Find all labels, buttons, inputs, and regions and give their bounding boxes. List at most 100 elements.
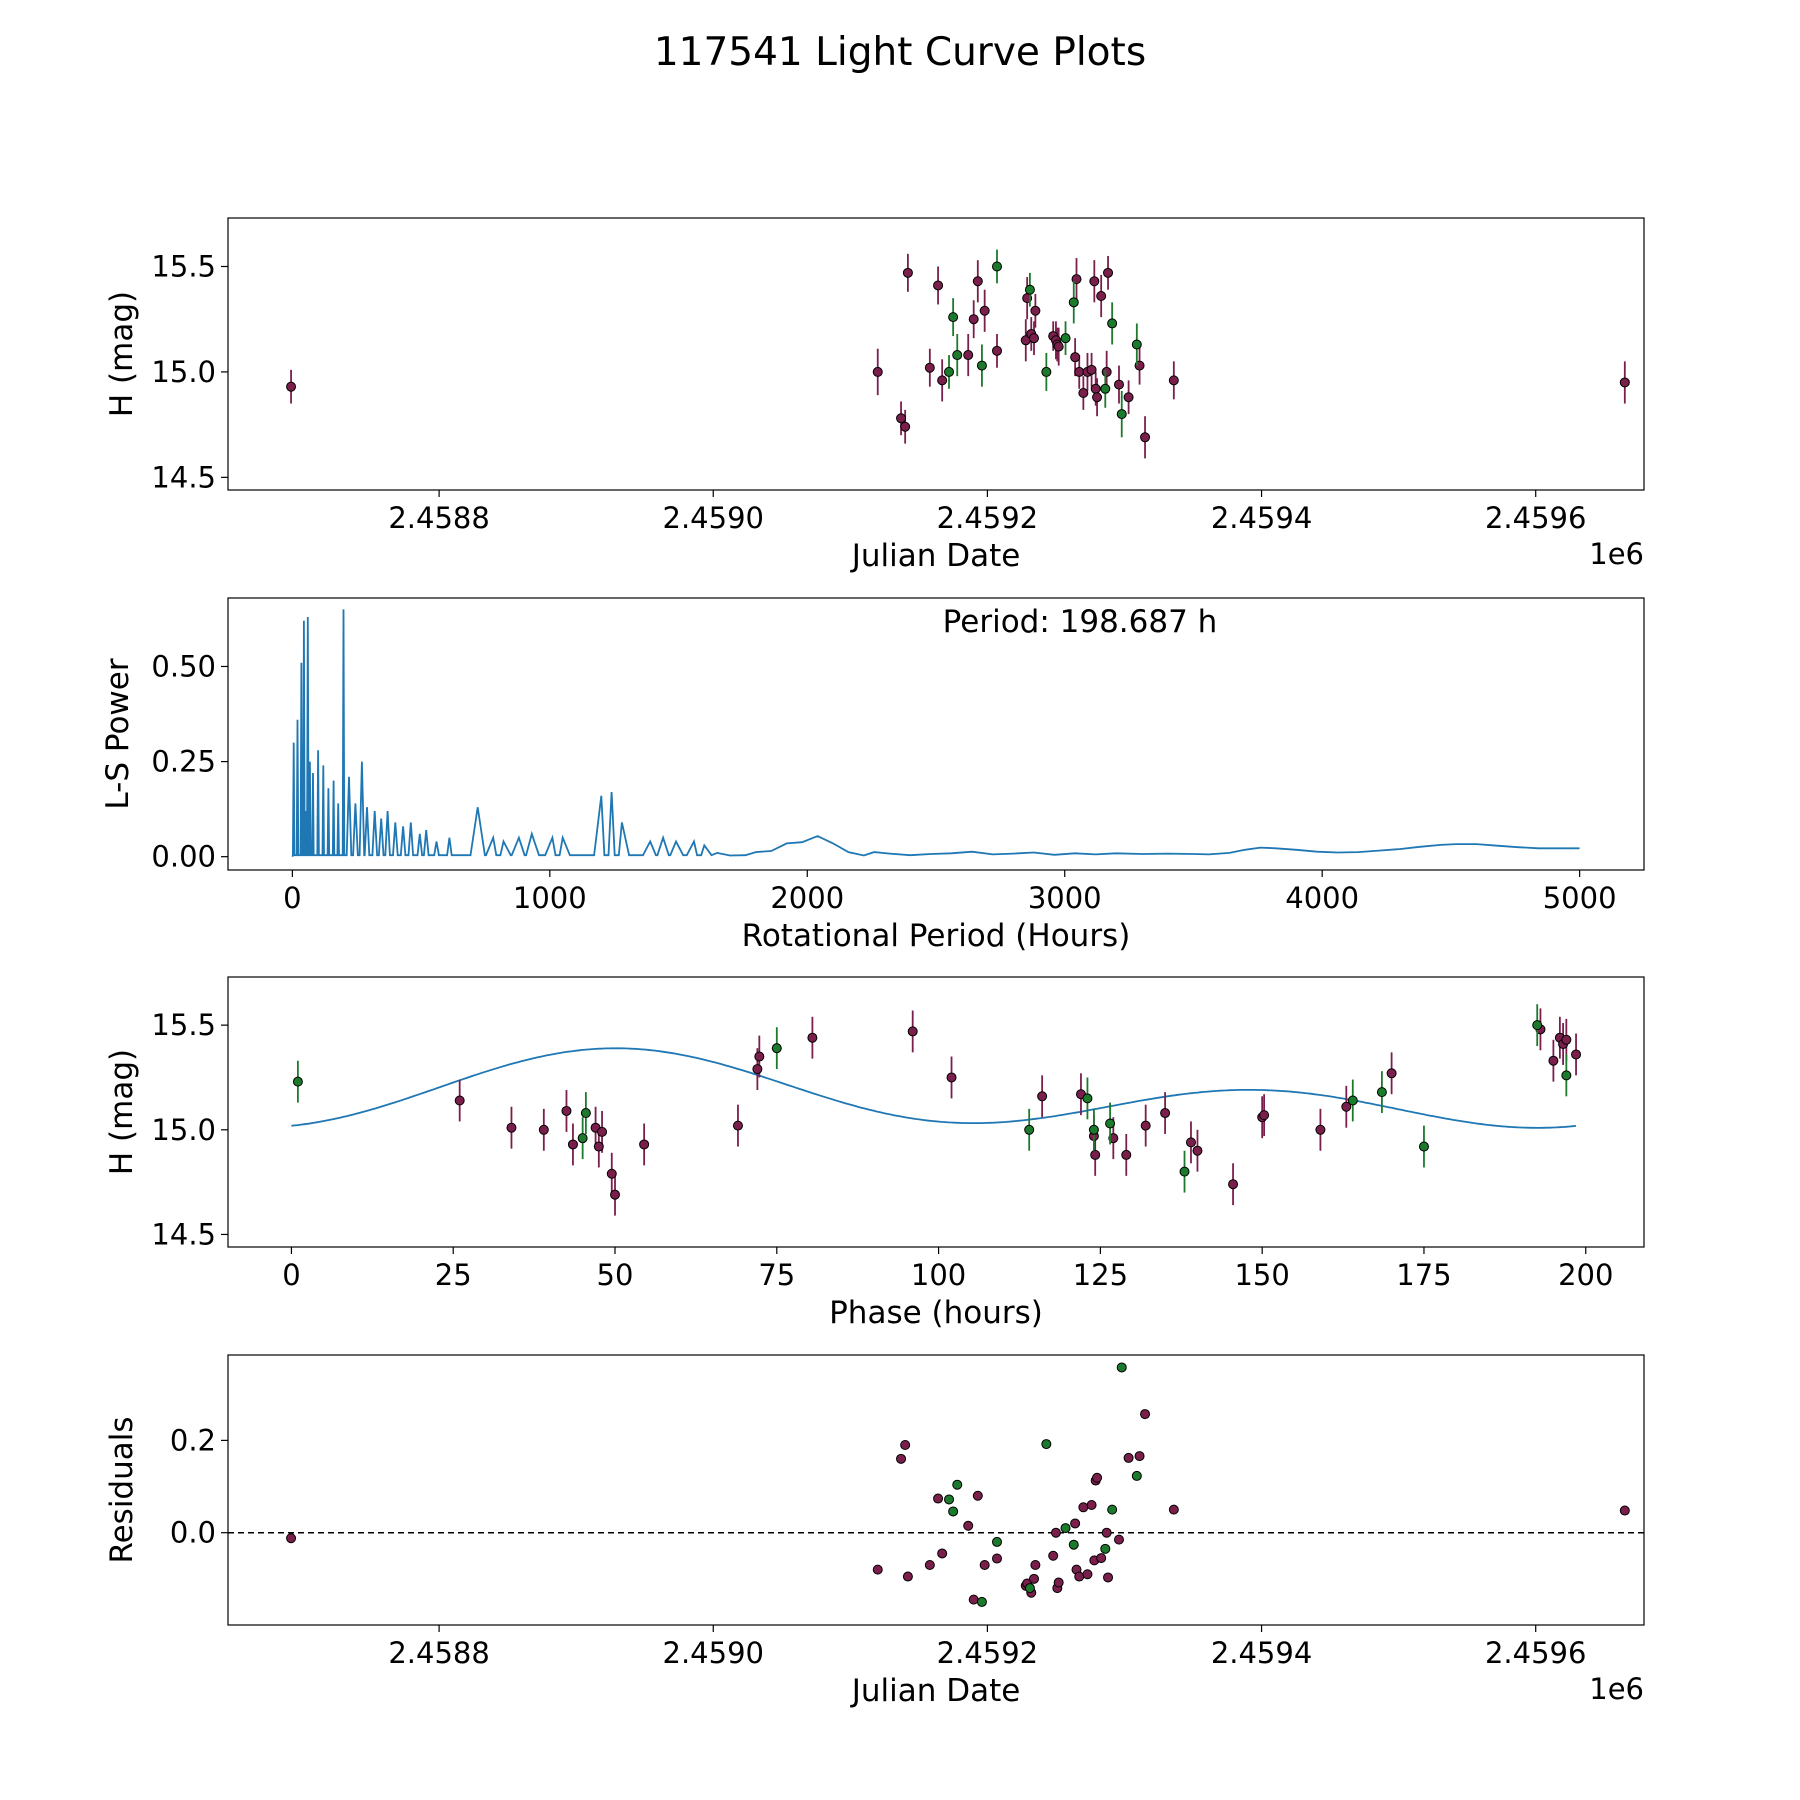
data-point xyxy=(976,1596,987,1607)
axes-frame xyxy=(227,217,1645,491)
data-point xyxy=(933,280,944,291)
data-point xyxy=(1029,333,1040,344)
x-tick-label: 5000 xyxy=(1543,881,1617,915)
data-point xyxy=(1107,1504,1118,1515)
data-point xyxy=(1160,1108,1171,1119)
period-annotation: Period: 198.687 h xyxy=(943,604,1218,640)
data-point xyxy=(1619,1505,1630,1516)
data-point xyxy=(1078,388,1089,399)
data-point xyxy=(924,1560,935,1570)
x-tick-label: 0 xyxy=(282,1258,300,1292)
data-point xyxy=(286,1533,297,1544)
data-point xyxy=(580,1108,591,1119)
x-tick-label: 125 xyxy=(1073,1258,1128,1292)
data-point xyxy=(610,1189,621,1200)
data-point xyxy=(1315,1124,1326,1135)
x-tick-label: 2.4594 xyxy=(1211,1636,1312,1670)
data-point xyxy=(561,1105,572,1116)
data-point xyxy=(1070,1518,1081,1529)
x-tick-label: 2.4594 xyxy=(1211,501,1312,535)
data-point xyxy=(807,1032,818,1043)
data-point xyxy=(752,1064,763,1075)
light-curve-panel: 2.4588 2.4590 2.4592 2.4594 2.4596 14.5 15.0 15… xyxy=(104,217,1645,574)
data-point xyxy=(1086,364,1097,375)
data-point xyxy=(1134,1451,1145,1462)
data-point xyxy=(606,1168,617,1179)
phase-curve-panel: 0 25 50 75 100 125 150 175 200 14.5 15.0 15.5 Phase … xyxy=(104,976,1645,1331)
data-point xyxy=(991,261,1002,272)
data-point xyxy=(1131,339,1142,350)
data-point xyxy=(1192,1145,1203,1156)
y-axis-label: H (mag) xyxy=(104,291,140,417)
data-point xyxy=(1107,318,1118,329)
data-point xyxy=(1418,1141,1429,1152)
data-point xyxy=(1140,432,1151,443)
data-point xyxy=(948,312,959,323)
data-point xyxy=(963,1520,974,1531)
data-point xyxy=(968,314,979,325)
data-point xyxy=(944,366,955,377)
data-point xyxy=(732,1120,743,1131)
data-point xyxy=(1048,1550,1059,1561)
x-axis-label: Phase (hours) xyxy=(829,1295,1043,1331)
data-point xyxy=(577,1133,588,1144)
data-point xyxy=(1100,1543,1111,1554)
data-point xyxy=(567,1139,578,1150)
data-point xyxy=(538,1124,549,1135)
plot-area xyxy=(228,1362,1644,1607)
data-point xyxy=(1082,1569,1093,1580)
data-point xyxy=(1113,379,1124,390)
data-point xyxy=(1548,1055,1559,1066)
data-point xyxy=(1024,1583,1035,1594)
data-point xyxy=(991,1536,1002,1547)
data-point xyxy=(1037,1091,1048,1102)
data-point xyxy=(1116,1362,1127,1373)
data-point xyxy=(1108,1133,1119,1144)
data-point xyxy=(907,1026,918,1037)
x-tick-label: 100 xyxy=(911,1258,966,1292)
data-point xyxy=(1347,1095,1358,1106)
periodogram-panel: Period: 198.687 h 0 1000 2000 3000 4000 5000 0.… xyxy=(100,597,1645,954)
data-point xyxy=(1092,1472,1103,1483)
data-point xyxy=(1386,1068,1397,1079)
ls-power-line xyxy=(291,609,1580,857)
data-point xyxy=(872,1564,883,1575)
data-point xyxy=(1060,1523,1071,1534)
data-point xyxy=(1082,1093,1093,1104)
figure-title: 117541 Light Curve Plots xyxy=(654,30,1146,75)
data-point xyxy=(1131,1470,1142,1481)
series-g xyxy=(944,249,1142,438)
data-point xyxy=(991,1553,1002,1564)
x-tick-label: 2.4596 xyxy=(1485,1636,1586,1670)
data-point xyxy=(952,350,963,361)
data-point xyxy=(1100,383,1111,394)
data-point xyxy=(1103,267,1114,278)
x-tick-label: 2.4592 xyxy=(937,501,1038,535)
data-point xyxy=(1140,1409,1151,1420)
x-tick-label: 175 xyxy=(1396,1258,1451,1292)
data-point xyxy=(1168,375,1179,386)
data-point xyxy=(902,1571,913,1582)
data-point xyxy=(1228,1179,1239,1190)
data-point xyxy=(754,1051,765,1062)
data-point xyxy=(1041,366,1052,377)
y-tick-label: 0.50 xyxy=(151,649,216,683)
series-r xyxy=(286,1409,1630,1605)
data-point xyxy=(1068,297,1079,308)
data-point xyxy=(771,1043,782,1054)
x-tick-label: 2.4588 xyxy=(388,1636,489,1670)
data-point xyxy=(924,362,935,373)
data-point xyxy=(1121,1149,1132,1160)
data-point xyxy=(902,267,913,278)
data-point xyxy=(593,1141,604,1152)
data-point xyxy=(1053,341,1064,352)
data-point xyxy=(1089,276,1100,287)
data-point xyxy=(1090,1149,1101,1160)
data-point xyxy=(1376,1087,1387,1098)
data-point xyxy=(1101,366,1112,377)
x-tick-label: 200 xyxy=(1558,1258,1613,1292)
x-tick-label: 1000 xyxy=(513,881,587,915)
y-tick-label: 0.25 xyxy=(151,745,216,779)
data-point xyxy=(1041,1439,1052,1450)
plot-area xyxy=(286,249,1630,459)
